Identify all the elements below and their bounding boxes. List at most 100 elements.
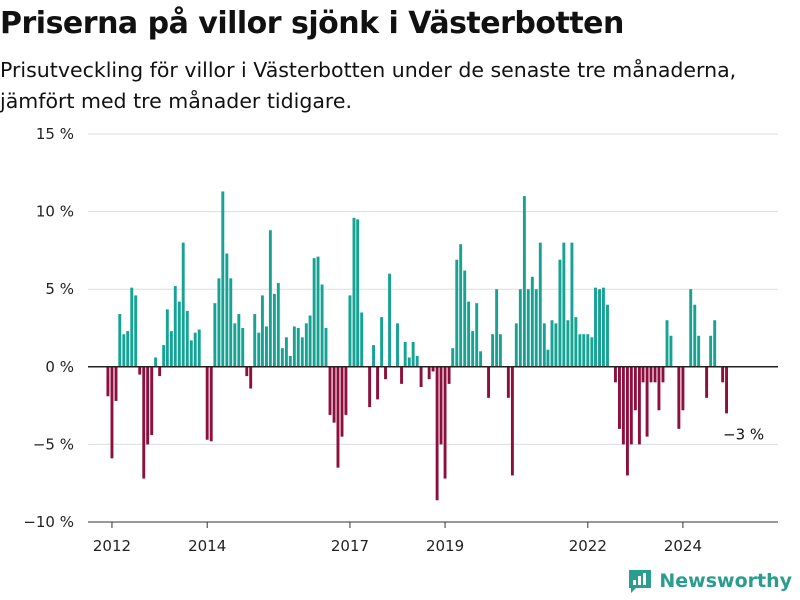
- bar: [455, 259, 459, 367]
- bar: [594, 287, 597, 367]
- bar: [601, 287, 605, 367]
- bar: [598, 289, 601, 367]
- bar: [427, 366, 431, 380]
- bar: [526, 289, 530, 367]
- bar: [495, 289, 499, 367]
- bar: [530, 276, 534, 367]
- bar: [633, 366, 637, 411]
- bar: [506, 366, 510, 398]
- x-tick-label: 2022: [569, 537, 607, 555]
- bar: [538, 242, 542, 367]
- bar: [352, 217, 356, 367]
- bar: [637, 366, 641, 445]
- bar: [177, 301, 181, 367]
- bar: [181, 242, 185, 367]
- bar: [217, 278, 221, 367]
- bar: [221, 191, 225, 367]
- bar: [693, 304, 697, 367]
- x-tick-label: 2014: [188, 537, 226, 555]
- bar: [122, 334, 126, 367]
- bar: [229, 278, 233, 367]
- bar: [272, 293, 276, 367]
- bar: [189, 340, 193, 367]
- bar: [471, 331, 475, 367]
- bar: [522, 196, 526, 367]
- bar: [173, 286, 177, 367]
- bar: [280, 348, 284, 367]
- bar: [154, 357, 158, 367]
- x-tick-label: 2017: [331, 537, 369, 555]
- bar: [697, 335, 701, 367]
- bar: [308, 315, 312, 367]
- bar: [296, 328, 300, 367]
- bar: [197, 329, 201, 367]
- bar: [328, 366, 332, 415]
- y-tick-label: −10 %: [23, 513, 74, 531]
- bar: [237, 314, 241, 367]
- bar: [268, 230, 272, 367]
- bar: [169, 331, 173, 367]
- bar: [479, 351, 483, 367]
- bar: [439, 366, 443, 445]
- bar: [241, 328, 245, 367]
- bar: [645, 366, 649, 437]
- bar: [713, 320, 717, 367]
- bar: [518, 289, 522, 367]
- bar: [380, 317, 384, 367]
- bar: [554, 323, 558, 367]
- bar: [606, 304, 609, 367]
- bar: [245, 366, 249, 377]
- bar: [324, 328, 328, 367]
- y-tick-label: 0 %: [45, 358, 74, 376]
- bar: [586, 334, 590, 367]
- bar: [570, 242, 574, 367]
- y-tick-label: 10 %: [36, 203, 74, 221]
- bar: [681, 366, 685, 411]
- x-tick-label: 2024: [664, 537, 702, 555]
- brand-name: Newsworthy: [659, 570, 792, 592]
- y-tick-label: −5 %: [33, 435, 74, 453]
- bar: [284, 337, 288, 367]
- bar: [625, 366, 629, 476]
- bar: [435, 366, 439, 501]
- bar: [407, 357, 411, 367]
- bar: [348, 295, 352, 367]
- bar: [562, 242, 566, 367]
- newsworthy-brand: Newsworthy: [627, 568, 792, 594]
- bar: [185, 310, 189, 367]
- chart-title: Priserna på villor sjönk i Västerbotten: [0, 6, 624, 41]
- bar: [403, 341, 407, 367]
- bar: [249, 366, 253, 389]
- bar: [213, 303, 217, 367]
- bar: [162, 345, 166, 367]
- bar: [689, 289, 693, 367]
- bar: [574, 317, 578, 367]
- bar: [276, 282, 280, 367]
- bar: [661, 366, 665, 383]
- bar: [360, 312, 364, 367]
- bar: [657, 366, 661, 411]
- y-tick-label: 15 %: [36, 125, 74, 143]
- bar: [114, 366, 118, 401]
- x-tick-label: 2019: [426, 537, 464, 555]
- bar: [534, 289, 538, 367]
- bar: [558, 259, 562, 367]
- bar: [621, 366, 625, 445]
- bar: [225, 253, 229, 367]
- bar: [110, 366, 114, 459]
- bar: [447, 366, 451, 384]
- bar: [384, 366, 387, 380]
- chart-subtitle: Prisutveckling för villor i Västerbotten…: [0, 58, 737, 113]
- bar: [209, 366, 213, 442]
- bar: [233, 323, 237, 367]
- bar: [130, 287, 134, 367]
- bar: [388, 273, 392, 367]
- newsworthy-logo-icon: [629, 570, 652, 593]
- bar: [411, 341, 415, 367]
- bar: [316, 256, 320, 367]
- bar: [344, 366, 348, 415]
- bar: [459, 244, 463, 367]
- bar: [376, 366, 380, 400]
- gridlines: [88, 133, 778, 523]
- bar: [566, 320, 570, 367]
